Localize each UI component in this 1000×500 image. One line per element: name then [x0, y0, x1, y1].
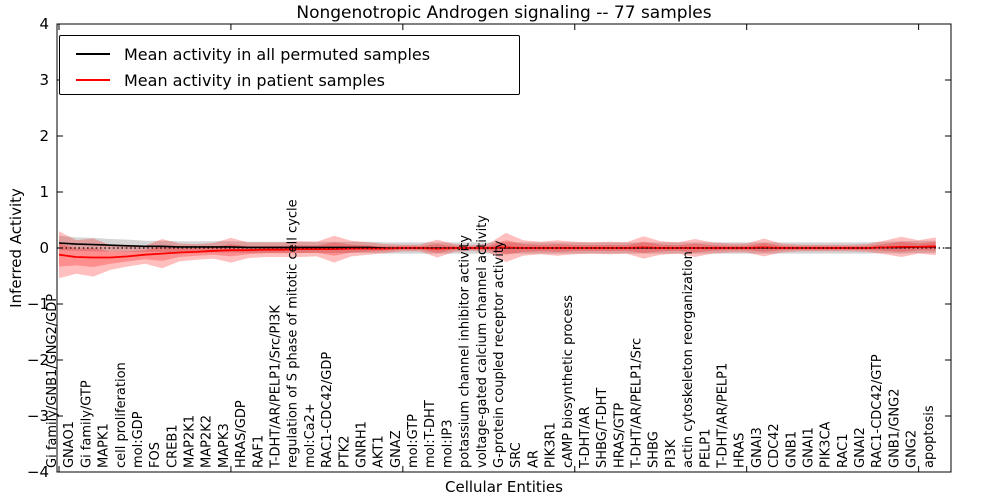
legend-label: Mean activity in all permuted samples: [124, 44, 431, 64]
x-category-label: T-DHT/AR: [578, 407, 593, 469]
x-category-label: PI3K: [664, 439, 679, 468]
x-category-label: T-DHT/AR/PELP1: [716, 363, 731, 469]
x-category-label: MAPK1: [97, 423, 112, 468]
y-tick-label: −2: [27, 351, 49, 369]
x-category-label: GNAZ: [389, 430, 404, 468]
x-category-label: MAP2K1: [183, 415, 198, 468]
y-tick-label: 3: [39, 71, 49, 89]
y-tick-label: −1: [27, 295, 49, 313]
x-category-label: Gi family/GNB1/GNG2/GDP: [45, 294, 60, 468]
x-category-label: FOS: [148, 442, 163, 468]
x-category-label: MAPK3: [217, 423, 232, 468]
x-category-label: RAC1-CDC42/GDP: [320, 352, 335, 468]
legend-entry-permuted: Mean activity in all permuted samples: [60, 41, 519, 67]
x-category-label: GNAI1: [802, 427, 817, 468]
x-category-label: T-DHT/AR/PELP1/Src/PI3K: [269, 305, 284, 469]
x-category-label: GNAI3: [750, 427, 765, 468]
x-category-label: HRAS: [733, 433, 748, 468]
chart-title: Nongenotropic Androgen signaling -- 77 s…: [296, 3, 712, 23]
mean-line-patient: [58, 245, 936, 259]
confidence-band-patient-outer: [59, 231, 936, 279]
x-category-label: mol:IP3: [440, 419, 455, 468]
x-category-label: SHBG/T-DHT: [595, 388, 610, 468]
x-category-label: RAF1: [251, 435, 266, 468]
x-category-label: mol:T-DHT: [423, 400, 438, 468]
x-category-label: PIK3R1: [544, 422, 559, 468]
x-category-label: PTK2: [337, 435, 352, 468]
y-tick-label: 0: [39, 239, 49, 257]
x-category-label: MAP2K2: [200, 415, 215, 468]
x-category-label: cAMP biosynthetic process: [561, 295, 576, 468]
x-category-label: mol:GTP: [406, 414, 421, 468]
legend-label: Mean activity in patient samples: [124, 70, 385, 90]
x-category-label: mol:Ca2+: [303, 403, 318, 468]
x-category-label: regulation of S phase of mitotic cell cy…: [286, 199, 301, 468]
y-tick-label: 4: [39, 15, 49, 33]
x-axis-title: Cellular Entities: [445, 478, 563, 496]
x-category-label: RAC1: [836, 433, 851, 468]
x-category-label: CREB1: [165, 424, 180, 468]
legend: Mean activity in all permuted samples Me…: [59, 35, 520, 95]
x-category-label: G-protein coupled receptor activity: [492, 240, 507, 468]
legend-entry-patient: Mean activity in patient samples: [60, 67, 519, 93]
x-category-label: cell proliferation: [114, 362, 129, 468]
legend-line-black-icon: [76, 53, 110, 55]
y-tick-label: −3: [27, 407, 49, 425]
x-category-label: voltage-gated calcium channel activity: [475, 215, 490, 468]
x-category-label: T-DHT/AR/PELP1/Src: [630, 338, 645, 469]
y-tick-label: 1: [39, 183, 49, 201]
x-category-label: GNB1: [784, 431, 799, 468]
x-category-label: mol:GDP: [131, 411, 146, 468]
x-category-label: CDC42: [767, 423, 782, 468]
x-category-label: potassium channel inhibitor activity: [458, 235, 473, 468]
y-tick-label: −4: [27, 463, 49, 481]
x-category-label: GNB1/GNG2: [887, 388, 902, 468]
y-axis-title: Inferred Activity: [7, 188, 25, 308]
x-category-label: GNAO1: [62, 421, 77, 468]
y-tick-label: 2: [39, 127, 49, 145]
x-category-label: apoptosis: [922, 405, 937, 468]
x-category-label: AKT1: [372, 435, 387, 468]
x-category-label: PELP1: [698, 429, 713, 468]
legend-line-red-icon: [76, 79, 110, 81]
x-category-label: GNAI2: [853, 427, 868, 468]
x-category-label: GNG2: [905, 430, 920, 468]
x-category-label: Gi family/GTP: [79, 380, 94, 468]
x-category-label: RAC1-CDC42/GTP: [870, 354, 885, 468]
x-category-label: actin cytoskeleton reorganization: [681, 251, 696, 468]
x-category-label: HRAS/GDP: [234, 400, 249, 468]
x-category-label: PIK3CA: [819, 421, 834, 468]
x-category-label: GNRH1: [355, 421, 370, 468]
x-category-label: AR: [526, 450, 541, 468]
x-category-label: SHBG: [647, 431, 662, 468]
x-category-label: HRAS/GTP: [612, 403, 627, 468]
x-category-label: SRC: [509, 442, 524, 468]
